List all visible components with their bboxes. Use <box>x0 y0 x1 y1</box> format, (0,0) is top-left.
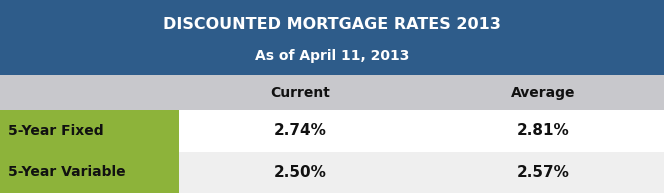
Text: DISCOUNTED MORTGAGE RATES 2013: DISCOUNTED MORTGAGE RATES 2013 <box>163 17 501 32</box>
Text: 5-Year Variable: 5-Year Variable <box>8 165 125 179</box>
Text: 2.81%: 2.81% <box>517 123 569 138</box>
Text: Average: Average <box>511 85 575 100</box>
Text: Current: Current <box>270 85 331 100</box>
Text: As of April 11, 2013: As of April 11, 2013 <box>255 49 409 63</box>
Bar <box>0 75 664 110</box>
Text: 2.50%: 2.50% <box>274 165 327 180</box>
Text: 5-Year Fixed: 5-Year Fixed <box>8 124 104 138</box>
Bar <box>0 0 664 75</box>
Text: 2.74%: 2.74% <box>274 123 327 138</box>
Text: 2.57%: 2.57% <box>517 165 569 180</box>
Bar <box>0 152 179 193</box>
Bar <box>179 110 422 152</box>
Bar <box>0 110 179 152</box>
Bar <box>422 110 664 152</box>
Bar <box>179 152 422 193</box>
Bar <box>422 152 664 193</box>
